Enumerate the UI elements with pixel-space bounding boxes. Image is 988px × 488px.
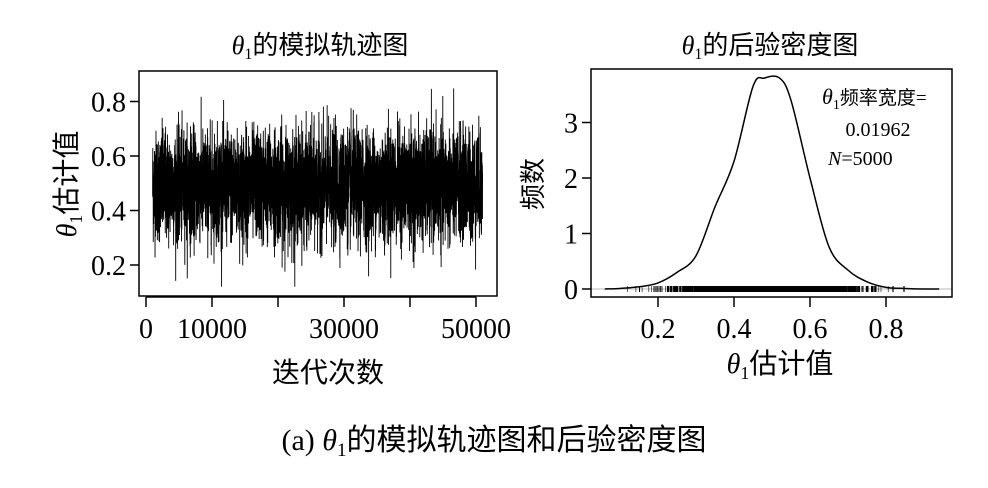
x-tick-label: 50000 xyxy=(441,314,511,345)
x-tick-label: 0 xyxy=(139,314,153,345)
x-tick-label: 0.6 xyxy=(793,314,828,345)
x-tick-label: 10000 xyxy=(177,314,247,345)
trace-xlabel: 迭代次数 xyxy=(272,357,384,389)
trace-ylabel: θ1估计值 xyxy=(51,131,86,238)
y-tick-label: 3 xyxy=(564,109,578,140)
density-title: θ1的后验密度图 xyxy=(682,31,859,63)
y-tick-label: 0.6 xyxy=(91,142,126,173)
y-tick-label: 0.4 xyxy=(91,197,126,228)
bandwidth-label: θ1频率宽度= xyxy=(822,84,927,113)
y-tick-label: 1 xyxy=(564,220,578,251)
bandwidth-value: 0.01962 xyxy=(846,119,911,141)
density-plot: θ1的后验密度图 0 1 2 3 0.2 0.4 0.6 0.8 θ1估计值 频数 θ1频率… xyxy=(519,31,953,383)
sample-size-label: N=5000 xyxy=(827,148,893,170)
y-tick-label: 2 xyxy=(564,164,578,195)
x-tick-label: 0.4 xyxy=(717,314,752,345)
y-tick-label: 0 xyxy=(564,275,578,306)
figure-caption: (a) θ1的模拟轨迹图和后验密度图 xyxy=(281,424,706,461)
density-xlabel: θ1估计值 xyxy=(727,348,834,383)
x-tick-label: 0.2 xyxy=(641,314,676,345)
trace-plot-frame xyxy=(138,70,498,297)
trace-title: θ1的模拟轨迹图 xyxy=(232,31,409,63)
trace-series xyxy=(152,88,484,287)
density-ylabel: 频数 xyxy=(519,158,548,210)
y-tick-label: 0.2 xyxy=(91,251,126,282)
rug-ticks xyxy=(627,286,905,292)
rug-marks xyxy=(627,286,905,292)
density-plot-frame xyxy=(590,68,953,298)
x-tick-label: 0.8 xyxy=(869,314,904,345)
x-tick-label: 30000 xyxy=(309,314,379,345)
trace-plot: θ1的模拟轨迹图 0.2 0.4 0.6 0.8 0 10000 30000 50000 迭… xyxy=(51,31,511,389)
trace-line xyxy=(152,88,484,287)
y-tick-label: 0.8 xyxy=(91,88,126,119)
density-curve xyxy=(604,75,940,290)
